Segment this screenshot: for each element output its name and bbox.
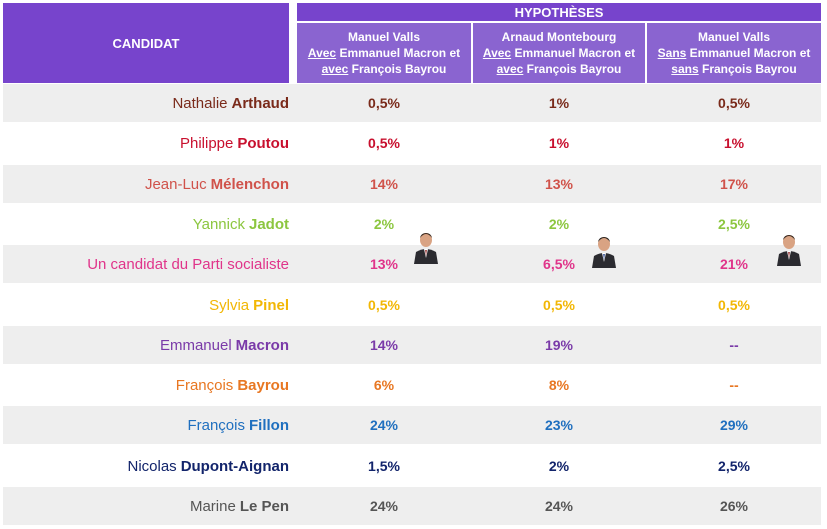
column-header-line1: Manuel Valls — [347, 30, 421, 44]
candidate-name: Philippe Poutou — [180, 124, 289, 162]
candidate-first-name: Sylvia — [209, 296, 250, 314]
table-row: François Bayrou 6% 8% -- — [3, 366, 821, 404]
score-cell: 24% — [369, 498, 399, 514]
score-cell: 2,5% — [718, 216, 750, 232]
table-row: Marine Le Pen 24% 24% 26% — [3, 487, 821, 525]
score-cell: 6,5% — [543, 256, 575, 272]
candidate-first-name: Jean-Luc — [144, 175, 207, 193]
score-cell: 14% — [369, 337, 399, 353]
person-icon — [777, 235, 801, 266]
score-cell: -- — [729, 337, 739, 353]
column-header-emph: avec — [496, 62, 524, 76]
score-cell: 26% — [719, 498, 749, 514]
candidate-name: François Fillon — [187, 406, 289, 444]
candidate-name: Sylvia Pinel — [209, 286, 289, 324]
candidate-last-name: Arthaud — [231, 94, 290, 112]
score-cell: 23% — [544, 417, 574, 433]
score-cell: 1,5% — [368, 458, 400, 474]
score-cell: 17% — [719, 176, 749, 192]
candidate-last-name: Jadot — [248, 215, 289, 233]
candidate-first-name: Emmanuel — [159, 336, 232, 354]
table-row: Yannick Jadot 2% 2% 2,5% — [3, 205, 821, 243]
score-cell: 0,5% — [368, 95, 400, 111]
score-cell: 2% — [548, 458, 570, 474]
candidate-name: Un candidat du Parti socialiste — [87, 245, 289, 283]
candidate-last-name: Mélenchon — [210, 175, 289, 193]
column-header-line1: Manuel Valls — [697, 30, 771, 44]
score-cell: 0,5% — [368, 297, 400, 313]
header-candidat: CANDIDAT — [3, 3, 289, 83]
score-cell: 6% — [373, 377, 395, 393]
candidate-last-name: Macron — [235, 336, 289, 354]
candidate-first-name: François — [175, 376, 234, 394]
person-icon — [592, 237, 616, 268]
candidate-first-name: Nicolas — [127, 457, 177, 475]
candidate-last-name: Le Pen — [239, 497, 289, 515]
table-row: Jean-Luc Mélenchon 14% 13% 17% — [3, 165, 821, 203]
column-header-3: Manuel Valls Sans Emmanuel Macron et san… — [647, 23, 821, 83]
score-cell: 1% — [723, 135, 745, 151]
score-cell: 2,5% — [718, 458, 750, 474]
column-header-2: Arnaud Montebourg Avec Emmanuel Macron e… — [473, 23, 645, 83]
column-header-line1: Arnaud Montebourg — [501, 30, 617, 44]
table-row: Sylvia Pinel 0,5% 0,5% 0,5% — [3, 286, 821, 324]
score-cell: 0,5% — [718, 95, 750, 111]
score-cell: 1% — [548, 95, 570, 111]
score-cell: 0,5% — [368, 135, 400, 151]
candidate-first-name: Yannick — [192, 215, 245, 233]
candidate-name: Jean-Luc Mélenchon — [145, 165, 289, 203]
score-cell: 21% — [719, 256, 749, 272]
candidate-last-name: Pinel — [253, 296, 289, 314]
score-cell: 2% — [373, 216, 395, 232]
candidate-name: Emmanuel Macron — [160, 326, 289, 364]
score-cell: 13% — [369, 256, 399, 272]
candidate-name: Marine Le Pen — [190, 487, 289, 525]
candidate-name: Yannick Jadot — [193, 205, 289, 243]
score-cell: 0,5% — [718, 297, 750, 313]
score-cell: -- — [729, 377, 739, 393]
score-cell: 8% — [548, 377, 570, 393]
column-header-emph: Sans — [657, 46, 687, 60]
table-row: Un candidat du Parti socialiste 13% 6,5% 21… — [3, 245, 821, 283]
column-header-1: Manuel Valls Avec Emmanuel Macron et ave… — [297, 23, 471, 83]
score-cell: 0,5% — [543, 297, 575, 313]
candidate-first-name: Nathalie — [172, 94, 228, 112]
candidate-first-name: François — [187, 416, 245, 434]
score-cell: 24% — [544, 498, 574, 514]
score-cell: 29% — [719, 417, 749, 433]
table-row: François Fillon 24% 23% 29% — [3, 406, 821, 444]
table-row: Nathalie Arthaud 0,5% 1% 0,5% — [3, 84, 821, 122]
score-cell: 13% — [544, 176, 574, 192]
column-header-emph: sans — [671, 62, 699, 76]
score-cell: 2% — [548, 216, 570, 232]
candidate-name: Nicolas Dupont-Aignan — [128, 447, 290, 485]
score-cell: 19% — [544, 337, 574, 353]
score-cell: 14% — [369, 176, 399, 192]
candidate-last-name: Fillon — [249, 416, 289, 434]
person-icon — [414, 233, 438, 264]
candidate-first-name: Marine — [189, 497, 236, 515]
column-header-emph: Avec — [482, 46, 512, 60]
candidate-last-name: Poutou — [237, 134, 289, 152]
column-header-emph: avec — [321, 62, 349, 76]
table-row: Nicolas Dupont-Aignan 1,5% 2% 2,5% — [3, 447, 821, 485]
candidate-first-name: Un candidat du Parti socialiste — [87, 255, 289, 273]
candidate-name: François Bayrou — [176, 366, 289, 404]
score-cell: 24% — [369, 417, 399, 433]
candidate-last-name: Bayrou — [237, 376, 289, 394]
table-row: Philippe Poutou 0,5% 1% 1% — [3, 124, 821, 162]
candidate-name: Nathalie Arthaud — [172, 84, 289, 122]
score-cell: 1% — [548, 135, 570, 151]
header-hypotheses: HYPOTHÈSES — [297, 3, 821, 21]
column-header-emph: Avec — [307, 46, 337, 60]
candidate-first-name: Philippe — [179, 134, 234, 152]
candidate-last-name: Dupont-Aignan — [180, 457, 289, 475]
table-row: Emmanuel Macron 14% 19% -- — [3, 326, 821, 364]
